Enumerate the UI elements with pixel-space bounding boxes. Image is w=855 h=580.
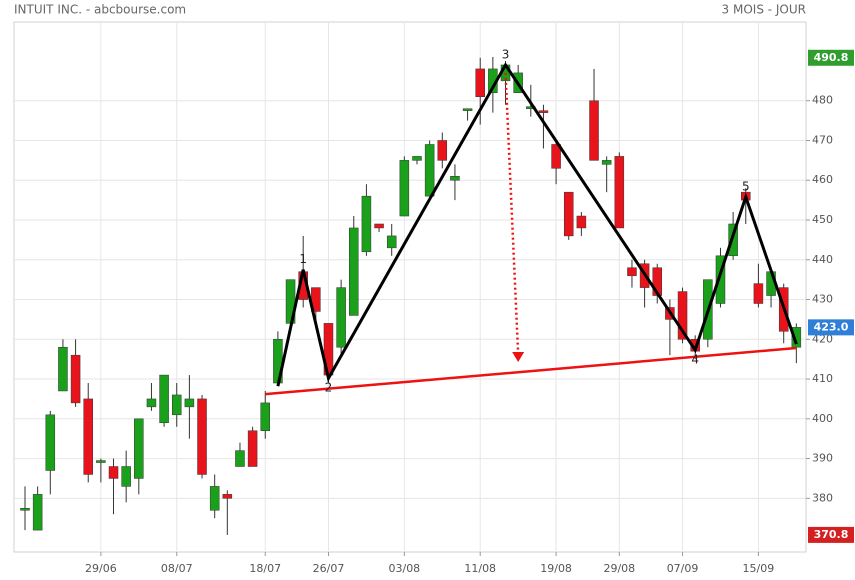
- candle-body: [121, 466, 131, 487]
- candle-body: [614, 156, 625, 229]
- candle-body: [538, 110, 549, 113]
- candle-body: [715, 255, 726, 304]
- candle-body: [374, 223, 384, 229]
- chart-subtitle: 3 MOIS - JOUR: [722, 3, 806, 17]
- candle-body: [260, 402, 271, 431]
- candle-body: [96, 460, 106, 463]
- candle-body: [197, 398, 207, 475]
- candle-body: [32, 494, 43, 531]
- candle-body: [361, 195, 372, 253]
- x-tick-label: 11/08: [464, 562, 496, 575]
- candle-body: [134, 418, 144, 479]
- candle-body: [399, 160, 410, 217]
- arrow-head: [512, 351, 525, 362]
- candle-body: [146, 398, 157, 408]
- y-tick-label: 400: [812, 412, 833, 425]
- pattern-line: [276, 62, 798, 387]
- pattern-label: 4: [691, 353, 699, 367]
- candle-body: [627, 267, 637, 276]
- candle-body: [222, 494, 233, 499]
- candle-body: [589, 100, 599, 161]
- price-marker-label: 490.8: [814, 51, 849, 64]
- y-tick-label: 430: [812, 293, 833, 306]
- price-marker: [808, 526, 854, 543]
- y-tick-label: 450: [812, 213, 833, 226]
- pattern-label: 2: [325, 381, 333, 395]
- candle-body: [563, 191, 574, 237]
- candle-body: [349, 227, 359, 316]
- candle-body: [83, 398, 93, 475]
- candle-body: [108, 466, 119, 479]
- y-tick-label: 390: [812, 452, 833, 465]
- y-tick-label: 440: [812, 253, 833, 266]
- price-marker: [808, 319, 854, 336]
- price-marker: [808, 49, 854, 66]
- candle-body: [70, 354, 81, 404]
- candle-body: [20, 508, 30, 511]
- candle-body: [247, 430, 258, 467]
- target-arrow: [504, 72, 520, 355]
- x-tick-label: 29/08: [603, 562, 635, 575]
- x-tick-label: 08/07: [161, 562, 193, 575]
- candle-body: [791, 327, 802, 348]
- candle-body: [336, 287, 346, 348]
- x-tick-label: 15/09: [743, 562, 775, 575]
- price-marker-label: 370.8: [814, 528, 849, 541]
- trend-line: [265, 346, 797, 396]
- x-tick-label: 26/07: [313, 562, 345, 575]
- candle-body: [58, 346, 68, 392]
- candle-body: [386, 235, 397, 249]
- y-tick-label: 470: [812, 133, 833, 146]
- x-tick-label: 29/06: [85, 562, 117, 575]
- plot-area: [13, 21, 807, 553]
- candle-body: [184, 398, 195, 408]
- x-tick-label: 03/08: [388, 562, 420, 575]
- y-tick-label: 410: [812, 372, 833, 385]
- pattern-label: 5: [742, 179, 750, 193]
- candle-body: [235, 450, 245, 467]
- y-tick-label: 420: [812, 332, 833, 345]
- candle-body: [753, 283, 764, 304]
- pattern-label: 3: [502, 47, 510, 61]
- candle-body: [437, 140, 448, 161]
- candle-body: [412, 156, 422, 161]
- x-tick-label: 07/09: [667, 562, 699, 575]
- y-tick-label: 480: [812, 94, 833, 107]
- x-tick-label: 18/07: [249, 562, 281, 575]
- x-tick-label: 19/08: [540, 562, 572, 575]
- candle-body: [450, 176, 460, 181]
- candle-body: [45, 414, 56, 471]
- candle-body: [424, 144, 435, 197]
- y-tick-label: 380: [812, 491, 833, 504]
- y-tick-label: 460: [812, 173, 833, 186]
- price-marker-label: 423.0: [814, 320, 849, 333]
- candle-body: [462, 108, 473, 111]
- pattern-label: 1: [299, 252, 307, 266]
- candle-body: [159, 374, 169, 424]
- candle-body: [171, 394, 182, 416]
- chart-title: INTUIT INC. - abcbourse.com: [14, 3, 186, 17]
- candle-body: [601, 160, 612, 165]
- candle-body: [475, 68, 485, 97]
- candle-body: [209, 486, 220, 511]
- candle-body: [677, 291, 688, 340]
- candle-body: [551, 144, 561, 169]
- candle-body: [576, 215, 587, 229]
